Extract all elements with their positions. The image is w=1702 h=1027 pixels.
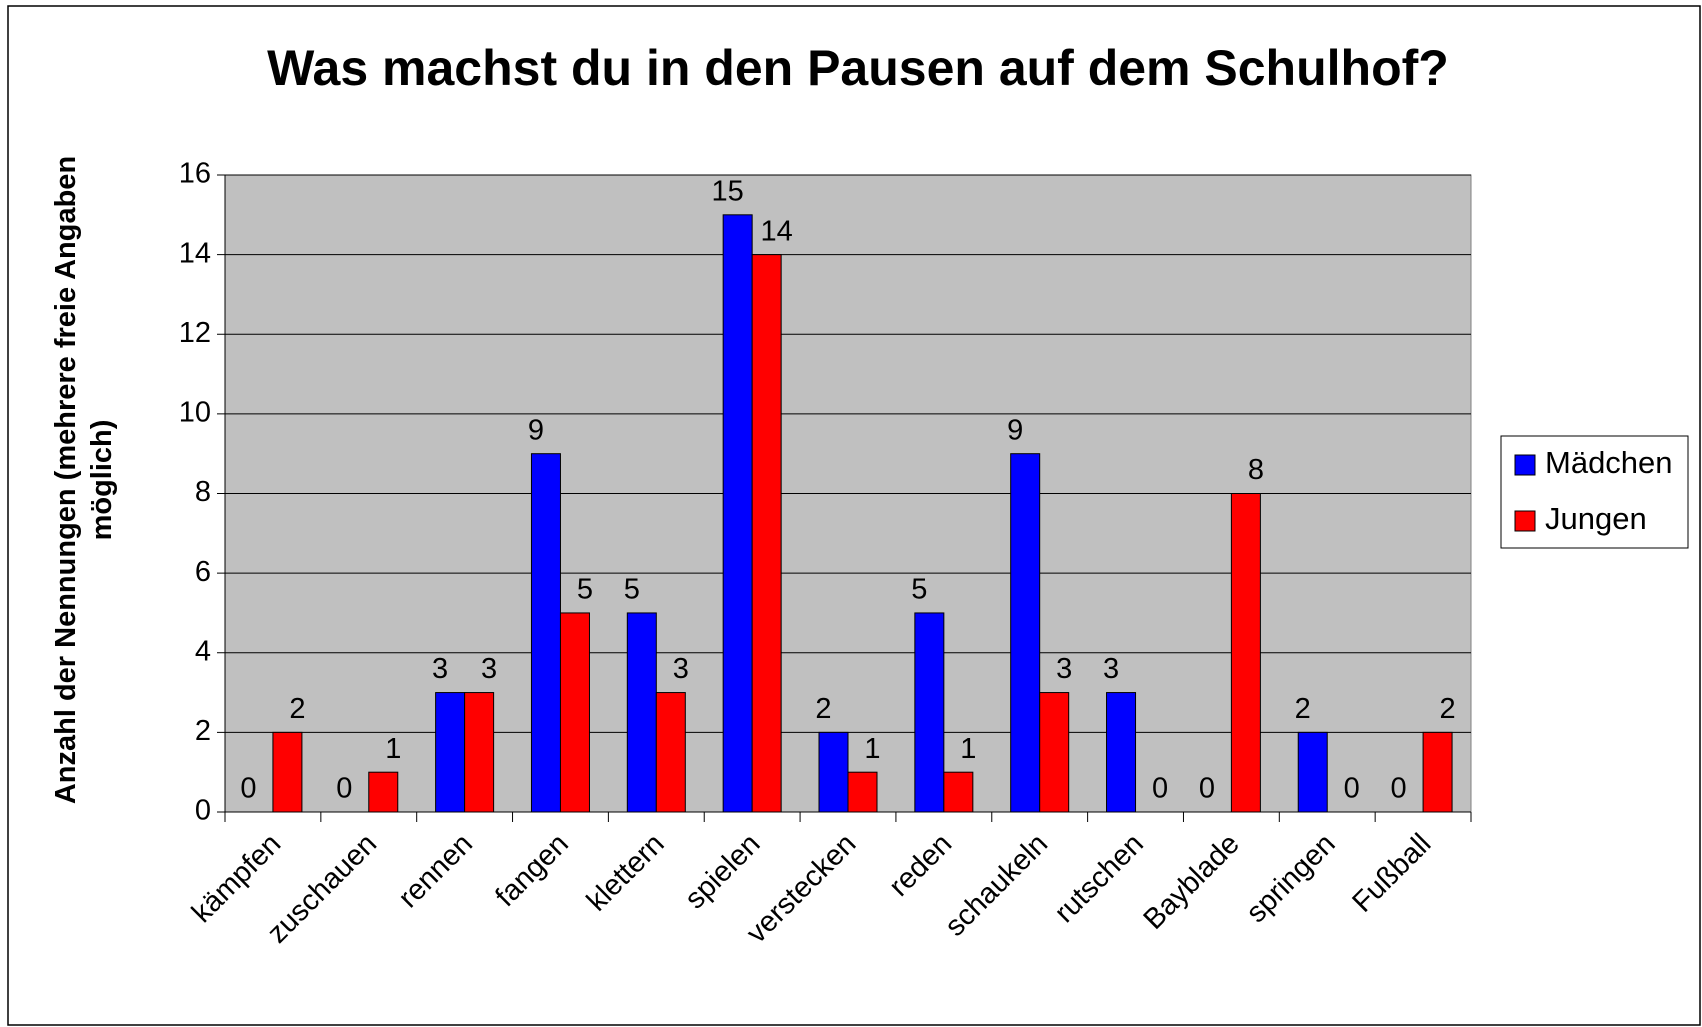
legend-label: Mädchen bbox=[1545, 445, 1673, 480]
value-label: 3 bbox=[1103, 653, 1119, 685]
bar bbox=[1230, 493, 1261, 813]
y-tick-label: 14 bbox=[179, 237, 211, 269]
value-label: 1 bbox=[864, 733, 880, 765]
chart-title: Was machst du in den Pausen auf dem Schu… bbox=[267, 40, 1449, 96]
value-label: 2 bbox=[1295, 693, 1311, 725]
value-label: 5 bbox=[911, 574, 927, 606]
bar bbox=[530, 453, 561, 813]
bar bbox=[914, 612, 945, 813]
y-tick-label: 8 bbox=[195, 476, 211, 508]
bar bbox=[1422, 731, 1453, 813]
y-tick-label: 4 bbox=[195, 635, 211, 667]
value-label: 9 bbox=[528, 414, 544, 446]
y-tick-label: 2 bbox=[195, 715, 211, 747]
value-label: 2 bbox=[289, 693, 305, 725]
y-tick-label: 6 bbox=[195, 556, 211, 588]
bar bbox=[626, 612, 657, 813]
legend-label: Jungen bbox=[1545, 501, 1647, 536]
bar bbox=[1010, 453, 1041, 813]
value-label: 3 bbox=[481, 653, 497, 685]
value-label: 5 bbox=[577, 574, 593, 606]
legend-swatch bbox=[1514, 454, 1536, 476]
y-tick-label: 12 bbox=[179, 317, 211, 349]
bar bbox=[847, 771, 878, 813]
value-label: 3 bbox=[1056, 653, 1072, 685]
bar bbox=[464, 692, 495, 813]
y-tick-label: 10 bbox=[179, 397, 211, 429]
y-axis-label-line: möglich) bbox=[86, 420, 118, 541]
bar bbox=[1106, 692, 1137, 813]
y-axis-label-line: Anzahl der Nennungen (mehrere freie Anga… bbox=[50, 156, 82, 804]
bar bbox=[435, 692, 466, 813]
value-label: 0 bbox=[336, 773, 352, 805]
value-label: 0 bbox=[1199, 773, 1215, 805]
value-label: 2 bbox=[815, 693, 831, 725]
y-tick-label: 16 bbox=[179, 158, 211, 190]
value-label: 0 bbox=[1391, 773, 1407, 805]
bar bbox=[368, 771, 399, 813]
value-label: 0 bbox=[240, 773, 256, 805]
y-axis-label: Anzahl der Nennungen (mehrere freie Anga… bbox=[50, 156, 118, 804]
value-label: 1 bbox=[385, 733, 401, 765]
value-label: 0 bbox=[1344, 773, 1360, 805]
value-label: 0 bbox=[1152, 773, 1168, 805]
bar bbox=[751, 254, 782, 813]
value-label: 3 bbox=[432, 653, 448, 685]
bar bbox=[272, 731, 303, 813]
value-label: 9 bbox=[1007, 414, 1023, 446]
bar bbox=[943, 771, 974, 813]
bar bbox=[1039, 692, 1070, 813]
y-tick-label: 0 bbox=[195, 795, 211, 827]
value-label: 15 bbox=[712, 175, 744, 207]
bar bbox=[1297, 731, 1328, 813]
value-label: 14 bbox=[761, 215, 793, 247]
value-label: 1 bbox=[960, 733, 976, 765]
bar bbox=[559, 612, 590, 813]
value-label: 2 bbox=[1440, 693, 1456, 725]
bar bbox=[722, 214, 753, 813]
value-label: 5 bbox=[624, 574, 640, 606]
bar bbox=[655, 692, 686, 813]
value-label: 3 bbox=[673, 653, 689, 685]
value-label: 8 bbox=[1248, 454, 1264, 486]
legend-swatch bbox=[1514, 510, 1536, 532]
bar bbox=[818, 731, 849, 813]
